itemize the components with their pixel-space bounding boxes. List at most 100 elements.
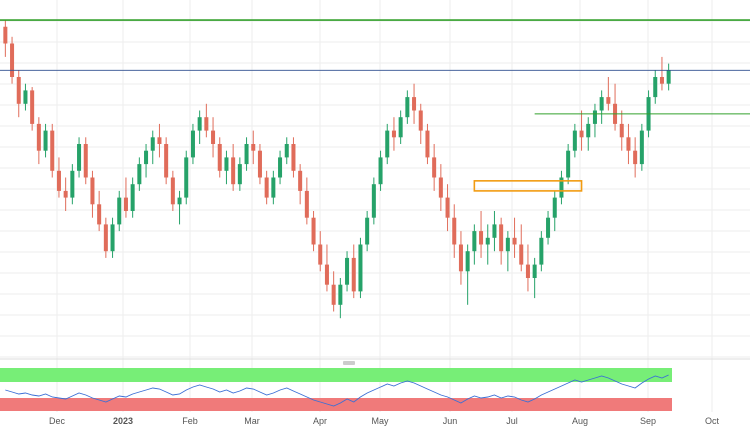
candle-body <box>385 130 390 158</box>
candle <box>184 150 189 205</box>
x-tick-label: Oct <box>705 416 720 426</box>
candle-body <box>378 157 383 185</box>
candle-body <box>492 224 497 238</box>
rsi-overbought-band <box>0 368 672 382</box>
candle <box>432 144 437 191</box>
candle-body <box>324 264 329 285</box>
candle-body <box>626 137 631 151</box>
candle <box>231 144 236 191</box>
candle-body <box>170 177 175 205</box>
candle-body <box>505 237 510 252</box>
candle <box>458 231 463 285</box>
candle-body <box>217 144 222 171</box>
candle <box>418 103 423 144</box>
candle <box>592 103 597 138</box>
rsi-panel <box>0 368 672 411</box>
candle-body <box>338 284 343 305</box>
candle <box>150 130 155 165</box>
candle <box>331 271 336 312</box>
candle <box>519 224 524 272</box>
candle <box>666 63 671 91</box>
candle-body <box>150 137 155 151</box>
candle <box>251 130 256 165</box>
candle-body <box>264 177 269 198</box>
x-tick-label: Jul <box>506 416 518 426</box>
candle-body <box>606 97 611 104</box>
candle-body <box>432 157 437 178</box>
candle <box>36 117 41 165</box>
candle <box>499 217 504 265</box>
candle-body <box>137 164 142 185</box>
candle-body <box>539 237 544 265</box>
candle-body <box>50 130 55 171</box>
candle-body <box>190 130 195 158</box>
candle <box>398 110 403 144</box>
candle <box>83 137 88 185</box>
candle <box>130 177 135 218</box>
candle-body <box>499 224 504 252</box>
candle-body <box>532 264 537 278</box>
candle-body <box>639 130 644 165</box>
x-tick-label: 2023 <box>113 416 133 426</box>
candle <box>351 244 356 299</box>
candle <box>190 123 195 165</box>
candle <box>639 123 644 171</box>
candle-body <box>90 177 95 205</box>
candle-body <box>177 197 182 205</box>
candle <box>304 177 309 225</box>
candle-body <box>592 110 597 124</box>
candle-body <box>291 144 296 171</box>
candle-body <box>525 264 530 278</box>
candle-body <box>43 130 48 151</box>
candle <box>217 137 222 178</box>
candle <box>177 190 182 225</box>
candle-body <box>117 197 122 225</box>
candle <box>438 164 443 211</box>
candle-body <box>123 197 128 211</box>
candle-body <box>257 150 262 178</box>
candle <box>284 137 289 165</box>
candle <box>512 217 517 258</box>
candle-body <box>224 157 229 171</box>
candle <box>492 211 497 252</box>
candle <box>539 231 544 272</box>
candle <box>586 117 591 151</box>
candle <box>412 83 417 124</box>
candle <box>56 157 61 198</box>
candle <box>324 244 329 292</box>
candle-body <box>16 77 21 104</box>
candle <box>345 251 350 292</box>
candle-body <box>586 123 591 138</box>
candle-body <box>546 217 551 238</box>
rsi-line <box>5 374 669 407</box>
candle-body <box>23 90 28 104</box>
candle-body <box>77 144 82 171</box>
candle <box>3 20 8 57</box>
x-tick-label: Dec <box>49 416 66 426</box>
candle <box>559 170 564 205</box>
candle <box>613 83 618 131</box>
candle-body <box>103 224 108 252</box>
candle <box>164 137 169 185</box>
candle <box>525 244 530 292</box>
candle <box>465 244 470 305</box>
x-tick-label: Aug <box>572 416 588 426</box>
pane-divider[interactable] <box>0 358 750 365</box>
candle <box>365 211 370 252</box>
candle-body <box>36 123 41 151</box>
candle <box>70 164 75 205</box>
candle <box>479 211 484 258</box>
candle-body <box>519 244 524 265</box>
candle-body <box>659 77 664 84</box>
candle-body <box>633 150 638 165</box>
candle-body <box>552 197 557 218</box>
candle <box>103 217 108 258</box>
candle <box>659 56 664 91</box>
candle <box>50 123 55 178</box>
candle <box>157 123 162 158</box>
candle-body <box>211 130 216 144</box>
candle-body <box>251 144 256 151</box>
x-tick-label: Feb <box>182 416 198 426</box>
candle <box>10 36 15 84</box>
